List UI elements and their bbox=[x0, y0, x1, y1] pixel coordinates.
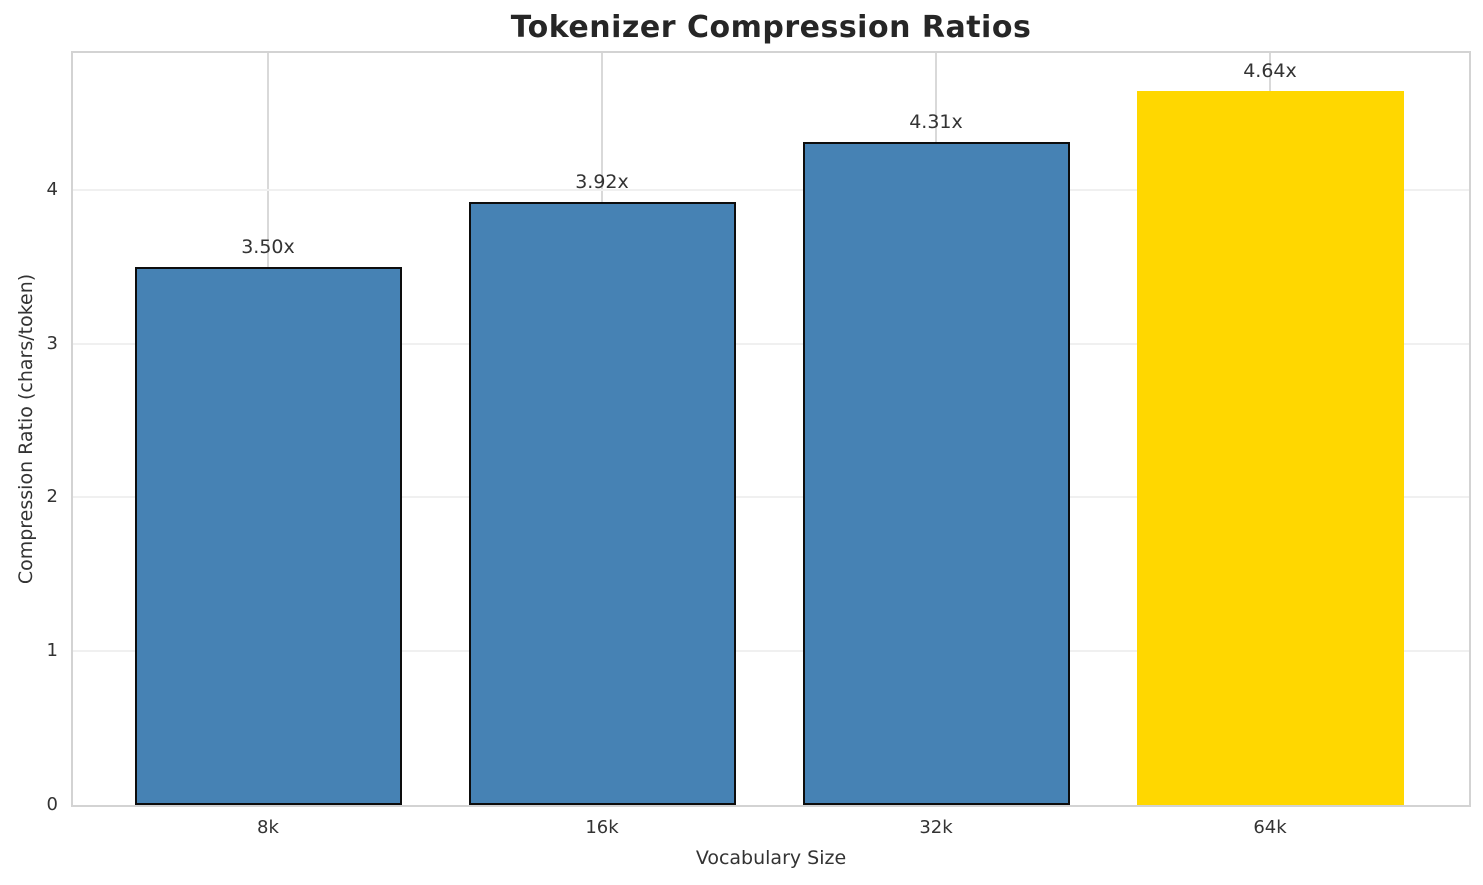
bar-value-label: 3.50x bbox=[241, 235, 295, 258]
bar-value-label: 4.31x bbox=[909, 111, 963, 134]
x-tick-label: 16k bbox=[585, 817, 619, 838]
bar-64k bbox=[1136, 91, 1404, 805]
plot-area bbox=[71, 51, 1471, 807]
bar-value-label: 3.92x bbox=[575, 171, 629, 194]
horizontal-gridline bbox=[73, 342, 1469, 345]
y-tick-label: 2 bbox=[46, 486, 58, 508]
chart-title: Tokenizer Compression Ratios bbox=[510, 10, 1032, 45]
horizontal-gridline bbox=[73, 650, 1469, 653]
bar-32k bbox=[802, 142, 1070, 805]
horizontal-gridline bbox=[73, 188, 1469, 191]
x-tick-label: 64k bbox=[1253, 817, 1287, 838]
y-tick-label: 4 bbox=[46, 178, 58, 200]
x-tick-label: 8k bbox=[257, 817, 279, 838]
bar-16k bbox=[468, 202, 736, 805]
y-tick-label: 1 bbox=[46, 640, 58, 662]
x-tick-label: 32k bbox=[919, 817, 953, 838]
y-tick-label: 0 bbox=[46, 794, 58, 815]
y-tick-label: 3 bbox=[46, 332, 58, 354]
bar-8k bbox=[134, 266, 402, 805]
horizontal-gridline bbox=[73, 496, 1469, 499]
y-axis-label: Compression Ratio (chars/token) bbox=[15, 273, 37, 585]
bar-value-label: 4.64x bbox=[1243, 60, 1297, 83]
x-axis-label: Vocabulary Size bbox=[695, 847, 847, 869]
